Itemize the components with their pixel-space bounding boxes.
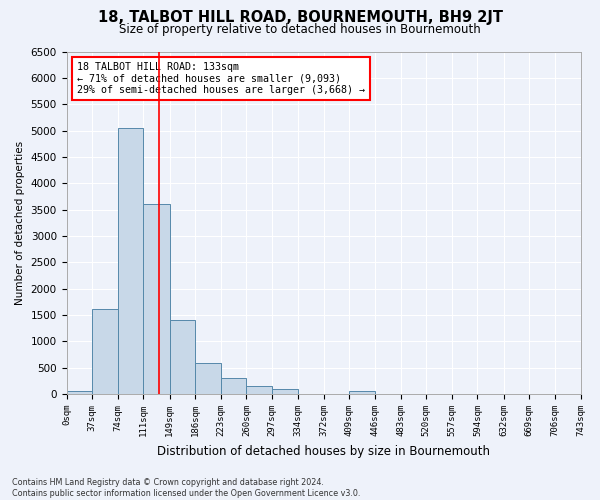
Text: 18, TALBOT HILL ROAD, BOURNEMOUTH, BH9 2JT: 18, TALBOT HILL ROAD, BOURNEMOUTH, BH9 2… <box>97 10 503 25</box>
Bar <box>143 204 170 394</box>
Bar <box>221 378 247 394</box>
Text: Size of property relative to detached houses in Bournemouth: Size of property relative to detached ho… <box>119 22 481 36</box>
Bar <box>349 391 375 394</box>
Text: Contains HM Land Registry data © Crown copyright and database right 2024.
Contai: Contains HM Land Registry data © Crown c… <box>12 478 361 498</box>
Y-axis label: Number of detached properties: Number of detached properties <box>15 141 25 305</box>
X-axis label: Distribution of detached houses by size in Bournemouth: Distribution of detached houses by size … <box>157 444 490 458</box>
Bar <box>170 320 195 394</box>
Bar <box>67 390 92 394</box>
Bar <box>195 363 221 394</box>
Bar <box>118 128 143 394</box>
Bar <box>247 386 272 394</box>
Bar <box>272 389 298 394</box>
Bar <box>92 309 118 394</box>
Text: 18 TALBOT HILL ROAD: 133sqm
← 71% of detached houses are smaller (9,093)
29% of : 18 TALBOT HILL ROAD: 133sqm ← 71% of det… <box>77 62 365 95</box>
